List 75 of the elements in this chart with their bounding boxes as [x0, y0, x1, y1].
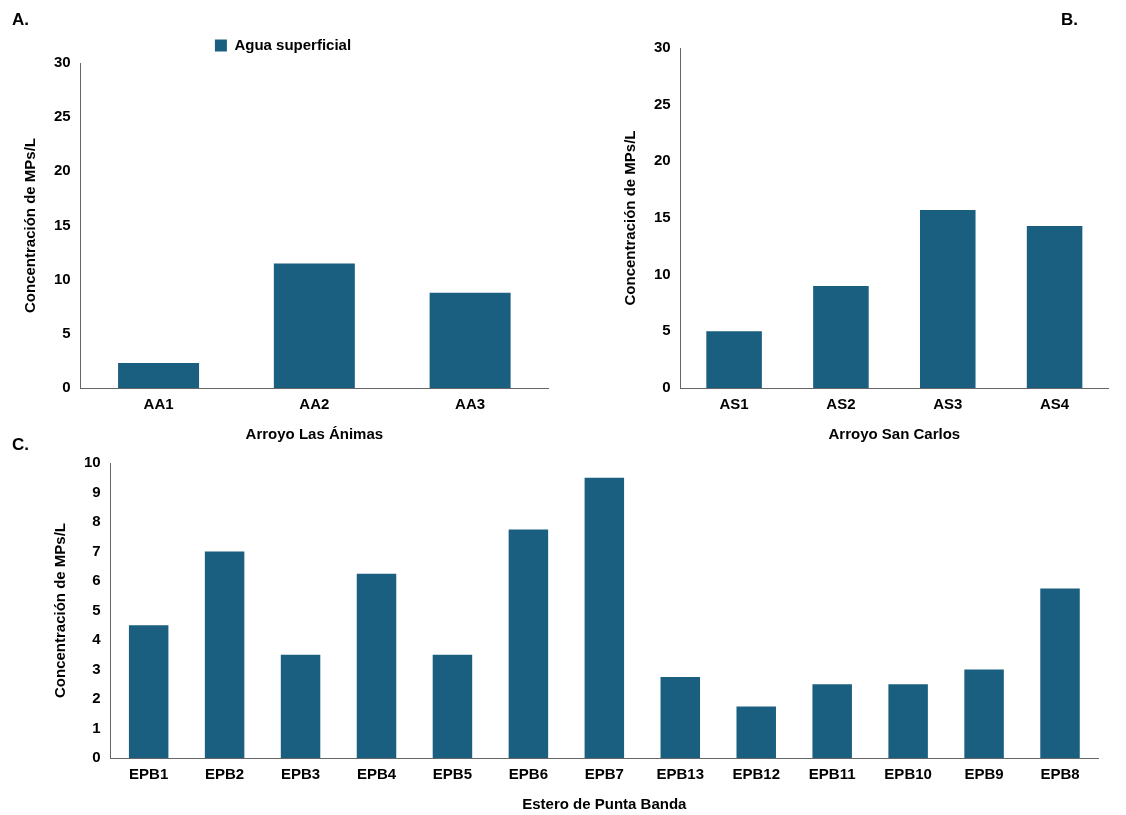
x-tick-label: EPB7 [584, 765, 624, 783]
y-tick-label: 20 [54, 161, 71, 179]
y-tick-label: 2 [92, 689, 101, 707]
y-tick-label: 7 [92, 541, 101, 559]
y-tick-label: 25 [54, 107, 71, 125]
y-tick-label: 5 [62, 323, 71, 341]
x-tick-label: AA1 [143, 395, 174, 413]
y-tick-label: 15 [54, 215, 71, 233]
y-tick-label: 10 [84, 453, 101, 471]
bar [660, 676, 701, 758]
text: A. [12, 10, 29, 30]
bar [128, 625, 169, 758]
bar [1026, 225, 1083, 388]
bar [584, 477, 625, 758]
x-tick-label: AS1 [719, 395, 749, 413]
bar [273, 263, 355, 388]
bar [118, 363, 200, 388]
y-tick-label: 15 [654, 208, 671, 226]
y-tick-label: 9 [92, 482, 101, 500]
x-tick-label: EPB8 [1040, 765, 1080, 783]
y-axis-title: Concentración de MPs/L [51, 522, 69, 699]
y-axis-title: Concentración de MPs/L [21, 137, 39, 314]
y-tick-label: 25 [654, 94, 671, 112]
y-tick-label: 0 [92, 748, 101, 766]
x-tick-label: AA2 [299, 395, 330, 413]
x-tick-label: EPB11 [808, 765, 856, 783]
x-tick-label: EPB1 [129, 765, 169, 783]
y-tick-label: 5 [662, 321, 671, 339]
x-tick-label: EPB4 [356, 765, 397, 783]
bar [429, 292, 511, 388]
y-tick-label: 4 [92, 630, 102, 648]
bar [356, 573, 397, 758]
y-tick-label: 1 [92, 718, 101, 736]
x-tick-label: AA3 [455, 395, 486, 413]
bar [888, 684, 928, 758]
bar [1040, 588, 1080, 758]
y-tick-label: 0 [662, 378, 671, 396]
bar [919, 210, 976, 388]
bar [204, 551, 245, 758]
x-tick-label: AS4 [1039, 395, 1070, 413]
y-tick-label: 0 [62, 378, 71, 396]
x-tick-label: EPB3 [280, 765, 321, 783]
x-tick-label: EPB5 [432, 765, 473, 783]
x-tick-label: EPB10 [884, 765, 932, 783]
bar [706, 331, 762, 388]
y-tick-label: 3 [92, 659, 101, 677]
y-tick-label: 6 [92, 571, 101, 589]
bar [280, 654, 321, 758]
legend-label: Agua superficial [234, 35, 352, 53]
bar [812, 684, 852, 758]
y-tick-label: 5 [92, 600, 101, 618]
x-axis-title: Arroyo San Carlos [828, 425, 961, 443]
text: C. [12, 435, 29, 455]
bar [964, 669, 1004, 758]
y-tick-label: 10 [654, 264, 671, 282]
bar [813, 286, 869, 388]
bar [432, 654, 473, 758]
x-axis-title: Arroyo Las Ánimas [245, 425, 384, 443]
x-tick-label: EPB12 [732, 765, 780, 783]
y-tick-label: 30 [654, 38, 671, 56]
y-axis-title: Concentración de MPs/L [621, 130, 639, 306]
x-tick-label: AS3 [933, 395, 963, 413]
x-axis-title: Estero de Punta Banda [522, 795, 688, 813]
x-tick-label: EPB9 [964, 765, 1004, 783]
bar [508, 529, 549, 758]
x-tick-label: EPB2 [205, 765, 245, 783]
x-tick-label: EPB13 [656, 765, 705, 783]
x-tick-label: AS2 [826, 395, 856, 413]
text: B. [1061, 10, 1078, 30]
y-tick-label: 10 [54, 269, 71, 287]
y-tick-label: 30 [54, 53, 71, 71]
y-tick-label: 8 [92, 512, 101, 530]
bar [736, 706, 776, 758]
x-tick-label: EPB6 [508, 765, 548, 783]
y-tick-label: 20 [654, 151, 671, 169]
